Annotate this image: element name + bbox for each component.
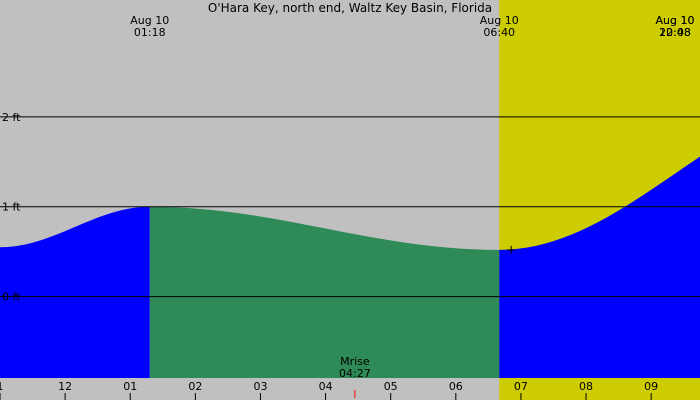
chart-title: O'Hara Key, north end, Waltz Key Basin, … xyxy=(208,1,492,15)
extreme-date: Aug 10 xyxy=(480,14,519,27)
extreme-time: 06:40 xyxy=(483,26,515,39)
y-gridlines: 0 ft 1 ft 2 ft xyxy=(0,111,700,304)
labels: O'Hara Key, north end, Waltz Key Basin, … xyxy=(130,1,695,398)
x-tick-label: 1 xyxy=(0,380,4,393)
tide-segment xyxy=(0,206,150,378)
extreme-time: 20:48 xyxy=(659,26,691,39)
extreme-date: Aug 10 xyxy=(130,14,169,27)
y-tick-label: 0 ft xyxy=(2,291,21,304)
x-tick-label: 09 xyxy=(644,380,658,393)
x-tick-label: 01 xyxy=(123,380,137,393)
moon-event-label: Mrise xyxy=(340,355,370,368)
x-axis: 1120102030405060708091011120102030405060… xyxy=(0,380,658,400)
tide-segment xyxy=(499,156,700,378)
x-tick-label: 07 xyxy=(514,380,528,393)
x-tick-label: 04 xyxy=(319,380,333,393)
y-tick-label: 2 ft xyxy=(2,111,21,124)
extreme-time: 01:18 xyxy=(134,26,166,39)
moon-event-time: 04:27 xyxy=(339,367,371,380)
y-tick-label: 1 ft xyxy=(2,201,21,214)
x-tick-label: 05 xyxy=(384,380,398,393)
x-tick-label: 03 xyxy=(253,380,267,393)
extreme-date: Aug 10 xyxy=(656,14,695,27)
x-tick-label: 08 xyxy=(579,380,593,393)
x-tick-label: 12 xyxy=(58,380,72,393)
tide-segment xyxy=(149,206,500,378)
x-tick-label: 02 xyxy=(188,380,202,393)
x-tick-label: 06 xyxy=(449,380,463,393)
extreme-date: Aug 10 xyxy=(656,14,695,27)
low-tide-marker xyxy=(507,245,516,254)
tide-areas xyxy=(0,156,700,378)
extreme-time: 12:08 xyxy=(659,26,691,39)
